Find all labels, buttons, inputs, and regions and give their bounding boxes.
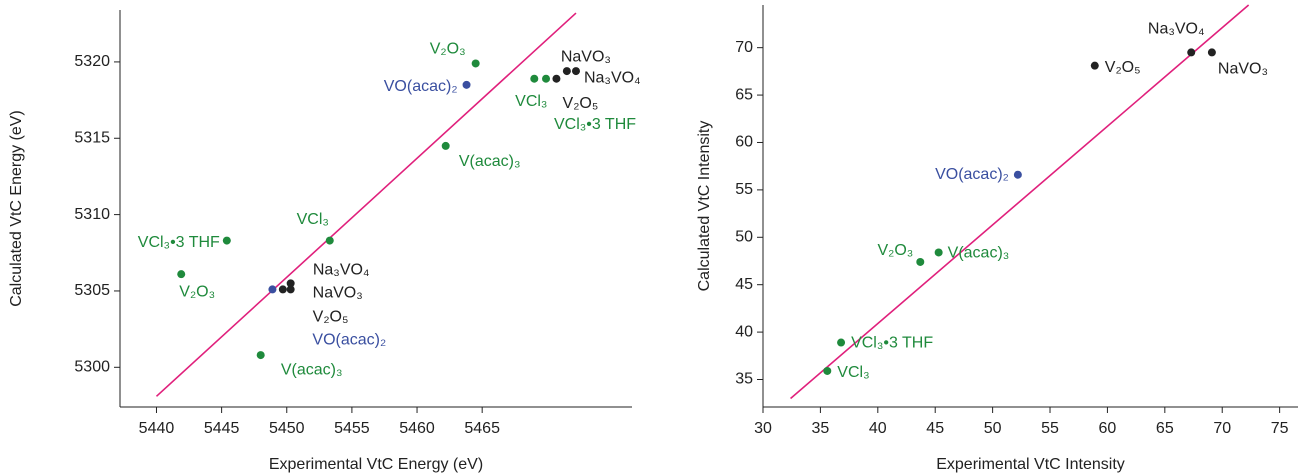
point (916, 257, 925, 266)
fit-line (155, 12, 577, 397)
point-label: V(acac)₃ (459, 153, 521, 170)
point-label: Na₃VO₄ (1148, 21, 1205, 38)
point (934, 248, 943, 257)
x-tick-label: 5440 (139, 420, 175, 437)
x-tick-label: 35 (812, 420, 830, 437)
y-tick-label: 45 (735, 276, 753, 293)
y-tick-label: 65 (735, 86, 753, 103)
point (823, 366, 832, 375)
x-tick-label: 5465 (464, 420, 500, 437)
point (325, 236, 334, 245)
point-label: V₂O₃ (179, 283, 215, 300)
y-tick-label: 70 (735, 39, 753, 56)
point (530, 74, 539, 83)
point-label: Na₃VO₄ (584, 69, 641, 86)
x-tick-label: 50 (984, 420, 1002, 437)
point-label: VCl₃ (297, 211, 329, 228)
point (441, 141, 450, 150)
point-label: VO(acac)₂ (384, 78, 458, 95)
point (837, 338, 846, 347)
x-tick-label: 45 (926, 420, 944, 437)
point-label: VO(acac)₂ (935, 166, 1009, 183)
y-tick-label: 5320 (74, 53, 110, 70)
point-label: Na₃VO₄ (313, 262, 370, 279)
point-label: VCl₃•3 THF (554, 116, 636, 133)
y-tick-label: 55 (735, 181, 753, 198)
x-tick-label: 55 (1041, 420, 1059, 437)
point-label: V(acac)₃ (948, 245, 1010, 262)
x-axis-title: Experimental VtC Intensity (936, 456, 1125, 473)
x-tick-label: 5455 (334, 420, 370, 437)
point (177, 270, 186, 279)
point-label: NaVO₃ (313, 285, 363, 302)
x-tick-label: 60 (1099, 420, 1117, 437)
point-label: V₂O₃ (877, 242, 913, 259)
x-tick-label: 30 (754, 420, 772, 437)
y-tick-label: 5305 (74, 282, 110, 299)
x-tick-label: 70 (1213, 420, 1231, 437)
point-label: V₂O₅ (563, 95, 599, 112)
point-label: VCl₃ (515, 93, 547, 110)
point (268, 285, 277, 294)
x-tick-label: 65 (1156, 420, 1174, 437)
point-label: V(acac)₃ (281, 361, 343, 378)
x-axis-title: Experimental VtC Energy (eV) (269, 456, 483, 473)
point (552, 74, 561, 83)
point-label: NaVO₃ (1218, 61, 1268, 78)
point (1090, 61, 1099, 70)
y-tick-label: 60 (735, 134, 753, 151)
point-label: VCl₃ (837, 364, 869, 381)
point (542, 74, 551, 83)
y-tick-label: 40 (735, 323, 753, 340)
point-label: NaVO₃ (561, 48, 611, 65)
y-axis-title: Calculated VtC Energy (eV) (8, 110, 25, 307)
point (1013, 170, 1022, 179)
point (256, 351, 265, 360)
y-tick-label: 35 (735, 371, 753, 388)
y-axis-title: Calculated VtC Intensity (696, 121, 713, 292)
point (562, 67, 571, 76)
x-tick-label: 5450 (269, 420, 305, 437)
point-label: V₂O₅ (313, 309, 349, 326)
y-tick-label: 5300 (74, 359, 110, 376)
y-tick-label: 5310 (74, 206, 110, 223)
y-tick-label: 50 (735, 229, 753, 246)
point (286, 285, 295, 294)
point (278, 285, 287, 294)
point (286, 279, 295, 288)
point-label: VCl₃•3 THF (138, 234, 220, 251)
point (1187, 48, 1196, 57)
x-tick-label: 5460 (399, 420, 435, 437)
point-label: VO(acac)₂ (312, 332, 386, 349)
x-tick-label: 40 (869, 420, 887, 437)
point-label: VCl₃•3 THF (851, 335, 933, 352)
x-tick-label: 5445 (204, 420, 240, 437)
point-label: V₂O₃ (430, 41, 466, 58)
x-tick-label: 75 (1271, 420, 1289, 437)
y-tick-label: 5315 (74, 129, 110, 146)
point (1207, 48, 1216, 57)
point (571, 67, 580, 76)
fit-line (790, 4, 1250, 400)
point-label: V₂O₅ (1105, 59, 1141, 76)
point (222, 236, 231, 245)
point (462, 80, 471, 89)
point (471, 59, 480, 68)
